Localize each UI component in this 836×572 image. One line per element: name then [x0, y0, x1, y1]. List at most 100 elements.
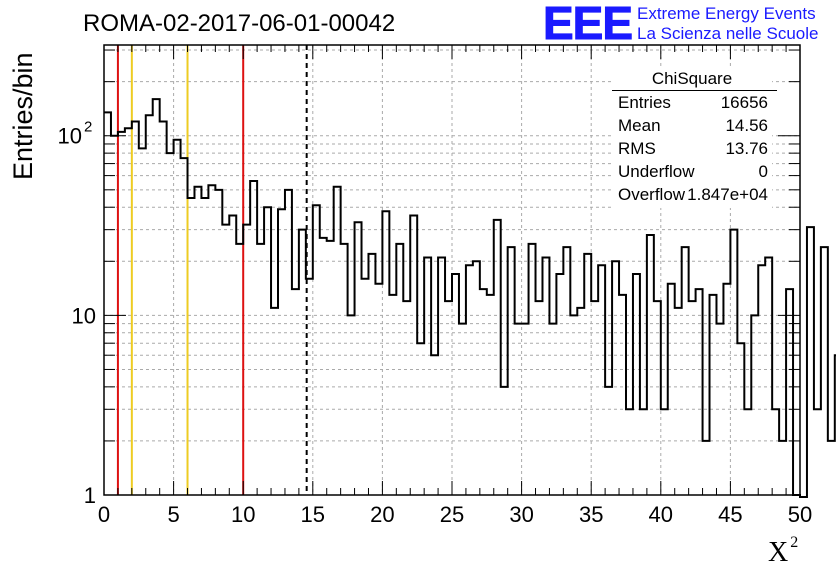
histogram-bin	[201, 198, 208, 495]
histogram-bin	[292, 289, 299, 495]
histogram-bin	[689, 301, 696, 495]
histogram-bin	[146, 115, 153, 495]
histogram-bin	[536, 301, 543, 495]
histogram-bin	[772, 409, 779, 495]
histogram-bin	[355, 222, 362, 495]
stats-value: 0	[758, 162, 768, 181]
histogram-bin	[515, 324, 522, 495]
stats-title: ChiSquare	[651, 69, 733, 88]
histogram-bin	[452, 274, 459, 495]
histogram-bin	[362, 279, 369, 495]
histogram-bin	[473, 261, 480, 495]
histogram-bin	[675, 308, 682, 495]
histogram-bin	[320, 238, 327, 495]
histogram-bin	[626, 409, 633, 495]
histogram-bin	[181, 158, 188, 495]
histogram-bin	[327, 241, 334, 495]
x-tick-label: 40	[649, 502, 673, 527]
histogram-bin	[382, 211, 389, 495]
histogram-bin	[375, 284, 382, 495]
histogram-bin	[563, 247, 570, 495]
histogram-bin	[487, 295, 494, 495]
histogram-bin	[250, 181, 257, 495]
stats-value: 1.847e+04	[687, 185, 768, 204]
eee-logo: EEE	[542, 0, 633, 49]
histogram-bin	[348, 315, 355, 495]
histogram-bin	[682, 247, 689, 495]
histogram-bin	[306, 279, 313, 495]
histogram-bin	[710, 295, 717, 495]
stats-row-overflow: Overflow 1.847e+04	[618, 184, 768, 206]
stats-value: 13.76	[725, 139, 768, 158]
x-tick-label: 35	[579, 502, 603, 527]
histogram-bin	[431, 355, 438, 495]
histogram-bin	[396, 244, 403, 495]
x-tick-label: 15	[301, 502, 325, 527]
histogram-bin	[591, 301, 598, 495]
histogram-bin	[556, 274, 563, 495]
stats-row-underflow: Underflow 0	[618, 161, 768, 183]
y-tick-label: 10	[58, 124, 82, 149]
histogram-bin	[445, 301, 452, 495]
histogram-bin	[334, 187, 341, 495]
histogram-bin	[167, 153, 174, 495]
histogram-bin	[174, 140, 181, 495]
histogram-bin	[410, 215, 417, 495]
histogram-bin	[139, 148, 146, 495]
x-tick-label: 10	[231, 502, 255, 527]
histogram-bin	[215, 190, 222, 495]
stats-value: 16656	[720, 93, 768, 112]
histogram-bin	[424, 257, 431, 495]
histogram-bin	[814, 409, 821, 495]
histogram-bin	[716, 324, 723, 495]
histogram-bin	[508, 247, 515, 495]
logo-caption-line2: La Scienza nelle Scuole	[637, 24, 819, 43]
histogram-bin	[389, 295, 396, 495]
histogram-bin	[598, 265, 605, 495]
x-tick-label: 50	[788, 502, 812, 527]
histogram-bin	[222, 225, 229, 495]
histogram-bin	[529, 244, 536, 495]
histogram-bin	[438, 257, 445, 495]
histogram-bin	[132, 122, 139, 495]
histogram-bin	[828, 441, 835, 495]
histogram-bin	[368, 254, 375, 495]
y-tick-label: 10	[72, 303, 96, 328]
histogram-bin	[257, 244, 264, 495]
histogram-bin	[605, 387, 612, 495]
x-tick-label: 30	[509, 502, 533, 527]
histogram-bin	[501, 387, 508, 495]
stats-key: Overflow	[618, 185, 686, 204]
stats-row-mean: Mean 14.56	[618, 115, 768, 137]
x-axis-label-superscript: 2	[790, 534, 799, 551]
stats-key: Entries	[618, 93, 671, 112]
histogram-bin	[737, 343, 744, 495]
histogram-bin	[807, 227, 814, 495]
histogram-bin	[229, 215, 236, 495]
histogram-bin	[522, 324, 529, 495]
stats-box: ChiSquare Entries 16656 Mean 14.56 RMS 1…	[612, 68, 777, 208]
histogram-bin	[403, 301, 410, 495]
histogram-bin	[570, 315, 577, 495]
histogram-bin	[549, 324, 556, 495]
histogram-bin	[821, 247, 828, 495]
histogram-bin	[208, 185, 215, 495]
histogram-bin	[730, 230, 737, 495]
histogram-bin	[696, 289, 703, 495]
histogram-bin	[668, 284, 675, 495]
stats-key: Underflow	[618, 162, 695, 181]
stats-title-rule	[612, 90, 777, 91]
stats-row-entries: Entries 16656	[618, 92, 768, 114]
histogram-bin	[264, 207, 271, 495]
histogram-bin	[341, 244, 348, 495]
histogram-bin	[758, 265, 765, 495]
histogram-bin	[160, 122, 167, 495]
y-tick-label-exponent: 2	[84, 119, 92, 136]
histogram-bin	[703, 441, 710, 495]
logo-caption-line1: Extreme Energy Events	[637, 4, 816, 23]
chart-title: ROMA-02-2017-06-01-00042	[83, 10, 396, 37]
histogram-bin	[584, 254, 591, 495]
histogram-outline	[104, 98, 836, 498]
histogram-bin	[494, 220, 501, 495]
